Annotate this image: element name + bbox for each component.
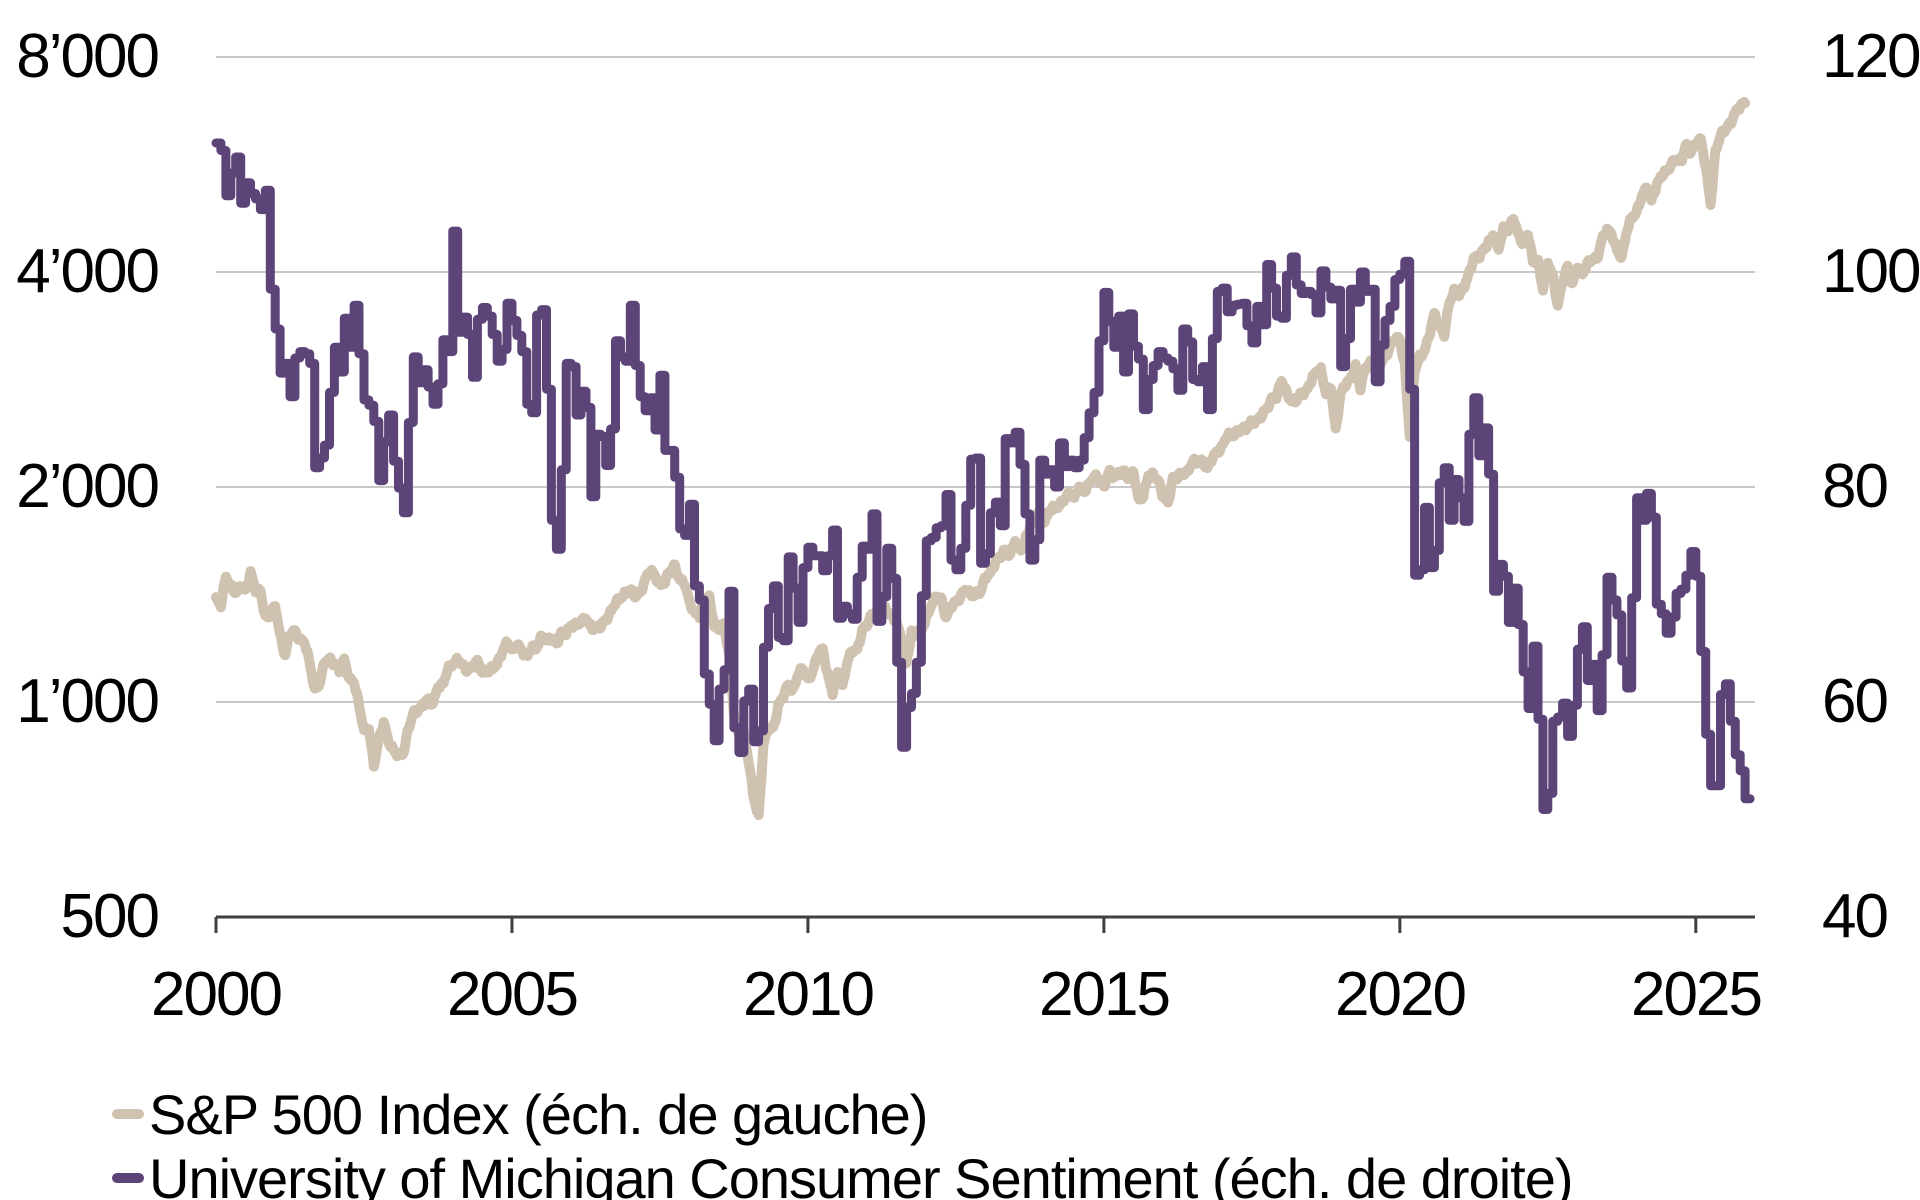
left-axis-label-1000: 1’000 [16, 667, 160, 736]
left-axis-label-4000: 4’000 [16, 237, 160, 306]
sp500-line [211, 97, 1751, 820]
left-axis-label-8000: 8’000 [16, 22, 160, 91]
x-axis-label-2020: 2020 [1335, 960, 1467, 1029]
legend-item-sentiment: University of Michigan Consumer Sentimen… [112, 1146, 1574, 1200]
left-axis-label-2000: 2’000 [16, 452, 160, 521]
right-axis-label-80: 80 [1822, 452, 1889, 521]
x-axis-label-2010: 2010 [743, 960, 875, 1029]
right-axis-label-100: 100 [1822, 237, 1920, 306]
x-axis [214, 915, 1755, 933]
left-axis-label-500: 500 [60, 882, 160, 951]
right-axis-label-120: 120 [1822, 22, 1920, 91]
sentiment-line [211, 138, 1755, 814]
x-axis-label-2000: 2000 [151, 960, 283, 1029]
gridlines [216, 56, 1755, 703]
right-axis-label-60: 60 [1822, 667, 1889, 736]
sp500-legend-label: S&P 500 Index (éch. de gauche) [149, 1082, 928, 1146]
right-axis-label-40: 40 [1822, 882, 1889, 951]
x-axis-label-2015: 2015 [1039, 960, 1171, 1029]
legend: S&P 500 Index (éch. de gauche) Universit… [112, 1082, 1574, 1200]
x-axis-label-2005: 2005 [447, 960, 579, 1029]
legend-item-sp500: S&P 500 Index (éch. de gauche) [112, 1082, 1573, 1146]
sp500-legend-marker-icon [112, 1109, 144, 1119]
x-axis-label-2025: 2025 [1631, 960, 1763, 1029]
sentiment-legend-marker-icon [112, 1173, 144, 1183]
sentiment-legend-label: University of Michigan Consumer Sentimen… [149, 1146, 1574, 1200]
